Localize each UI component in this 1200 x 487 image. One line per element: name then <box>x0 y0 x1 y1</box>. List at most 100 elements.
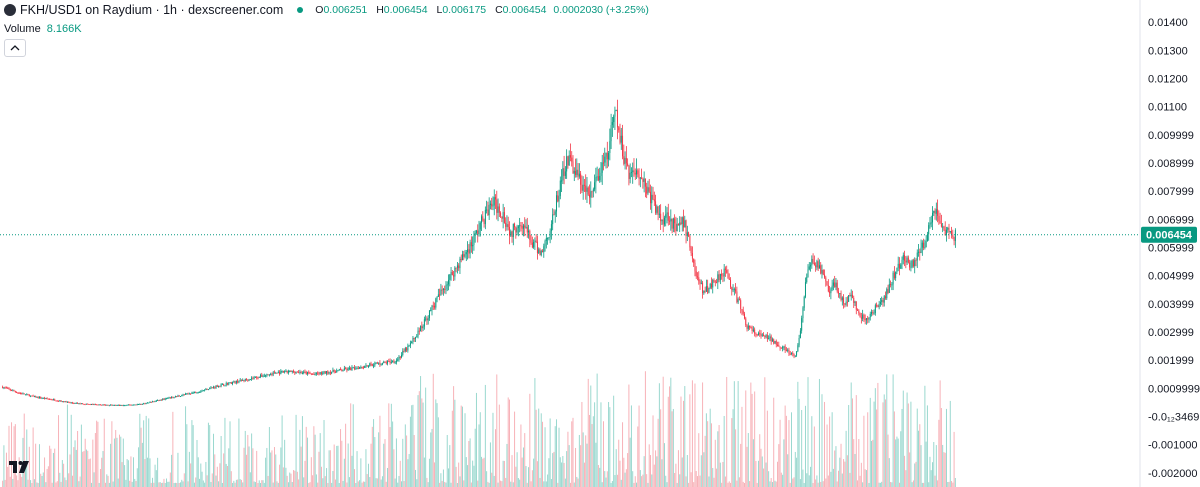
volume-bar <box>362 481 364 487</box>
candle-body <box>511 231 513 237</box>
volume-bar <box>96 420 98 487</box>
candle-body <box>379 362 381 365</box>
volume-bar <box>812 482 814 487</box>
candle-body <box>423 319 425 327</box>
candle-body <box>680 222 682 224</box>
candle-body <box>592 189 594 192</box>
candle-body <box>844 303 846 305</box>
volume-bar <box>558 427 560 487</box>
volume-bar <box>591 424 593 487</box>
candle-body <box>553 214 555 216</box>
volume-bar <box>418 391 420 487</box>
candle-body <box>498 206 500 213</box>
volume-bar <box>785 415 787 487</box>
candle-body <box>451 272 453 276</box>
candle-body <box>647 187 649 194</box>
candle-body <box>64 401 66 403</box>
candle-body <box>124 405 126 407</box>
volume-bar <box>395 438 397 487</box>
candle-body <box>783 346 785 348</box>
volume-bar <box>157 457 159 487</box>
volume-bar <box>385 481 387 487</box>
candle-body <box>689 236 691 248</box>
volume-bar <box>379 415 381 487</box>
volume-bar <box>261 480 263 487</box>
candle-body <box>361 367 363 369</box>
volume-bar <box>669 386 671 487</box>
candle-body <box>940 223 942 227</box>
candle-body <box>743 313 745 319</box>
volume-bar <box>883 394 885 487</box>
volume-bar <box>31 482 33 487</box>
volume-bar <box>439 482 441 487</box>
volume-bar <box>945 408 947 487</box>
candle-body <box>733 289 735 291</box>
candle-body <box>401 355 403 358</box>
candle-body <box>948 227 950 232</box>
volume-bar <box>784 405 786 487</box>
chevron-up-icon <box>10 45 20 51</box>
volume-bar <box>681 457 683 487</box>
candle-body <box>221 383 223 385</box>
candle-body <box>59 400 61 402</box>
volume-bar <box>93 472 95 487</box>
candle-body <box>763 334 765 337</box>
candle-body <box>601 162 603 173</box>
price-tick-label: 0.006999 <box>1148 214 1194 226</box>
candle-body <box>428 310 430 319</box>
candle-body <box>738 299 740 301</box>
candle-body <box>195 391 197 393</box>
volume-bar <box>185 406 187 487</box>
volume-bar <box>179 482 181 487</box>
candle-body <box>32 395 34 397</box>
volume-bar <box>209 425 211 487</box>
candle-body <box>46 397 48 399</box>
candle-body <box>549 231 551 238</box>
candle-body <box>467 249 469 253</box>
volume-bar <box>310 457 312 487</box>
volume-bar <box>954 477 956 487</box>
candle-body <box>347 368 349 371</box>
candle-body <box>881 300 883 302</box>
volume-bar <box>625 469 627 487</box>
candle-body <box>709 283 711 289</box>
candle-body <box>896 267 898 273</box>
tradingview-logo[interactable] <box>8 458 30 476</box>
volume-bar <box>910 401 912 487</box>
price-axis[interactable]: 0.014000.013000.012000.011000.0099990.00… <box>1148 17 1200 480</box>
volume-bar <box>434 462 436 487</box>
candle-body <box>139 403 141 405</box>
candle-body <box>33 396 35 398</box>
volume-bar <box>143 420 145 487</box>
candle-body <box>746 325 748 329</box>
volume-bar <box>553 451 555 487</box>
volume-bar <box>168 481 170 487</box>
candle-body <box>125 405 127 407</box>
volume-bar <box>73 447 75 487</box>
candle-body <box>11 390 13 392</box>
candle-body <box>336 370 338 373</box>
volume-bar <box>569 482 571 487</box>
candle-body <box>359 367 361 369</box>
volume-bar <box>808 475 810 487</box>
volume-bar <box>326 468 328 487</box>
candle-body <box>930 222 932 224</box>
candle-body <box>116 405 118 407</box>
volume-bar <box>54 448 56 487</box>
candle-body <box>215 385 217 388</box>
volume-bar <box>307 437 309 487</box>
candle-body <box>554 211 556 215</box>
volume-bar <box>571 421 573 487</box>
volume-bar <box>835 446 837 487</box>
pair-title: FKH/USD1 on Raydium · 1h · dexscreener.c… <box>20 3 284 17</box>
candle-body <box>159 399 161 401</box>
volume-bar <box>914 463 916 487</box>
collapse-legend-button[interactable] <box>4 39 26 57</box>
volume-bar <box>818 378 820 487</box>
candle-body <box>665 214 667 218</box>
candle-body <box>911 260 913 267</box>
candle-body <box>900 264 902 269</box>
candle-body <box>275 372 277 374</box>
candle-body <box>586 187 588 192</box>
